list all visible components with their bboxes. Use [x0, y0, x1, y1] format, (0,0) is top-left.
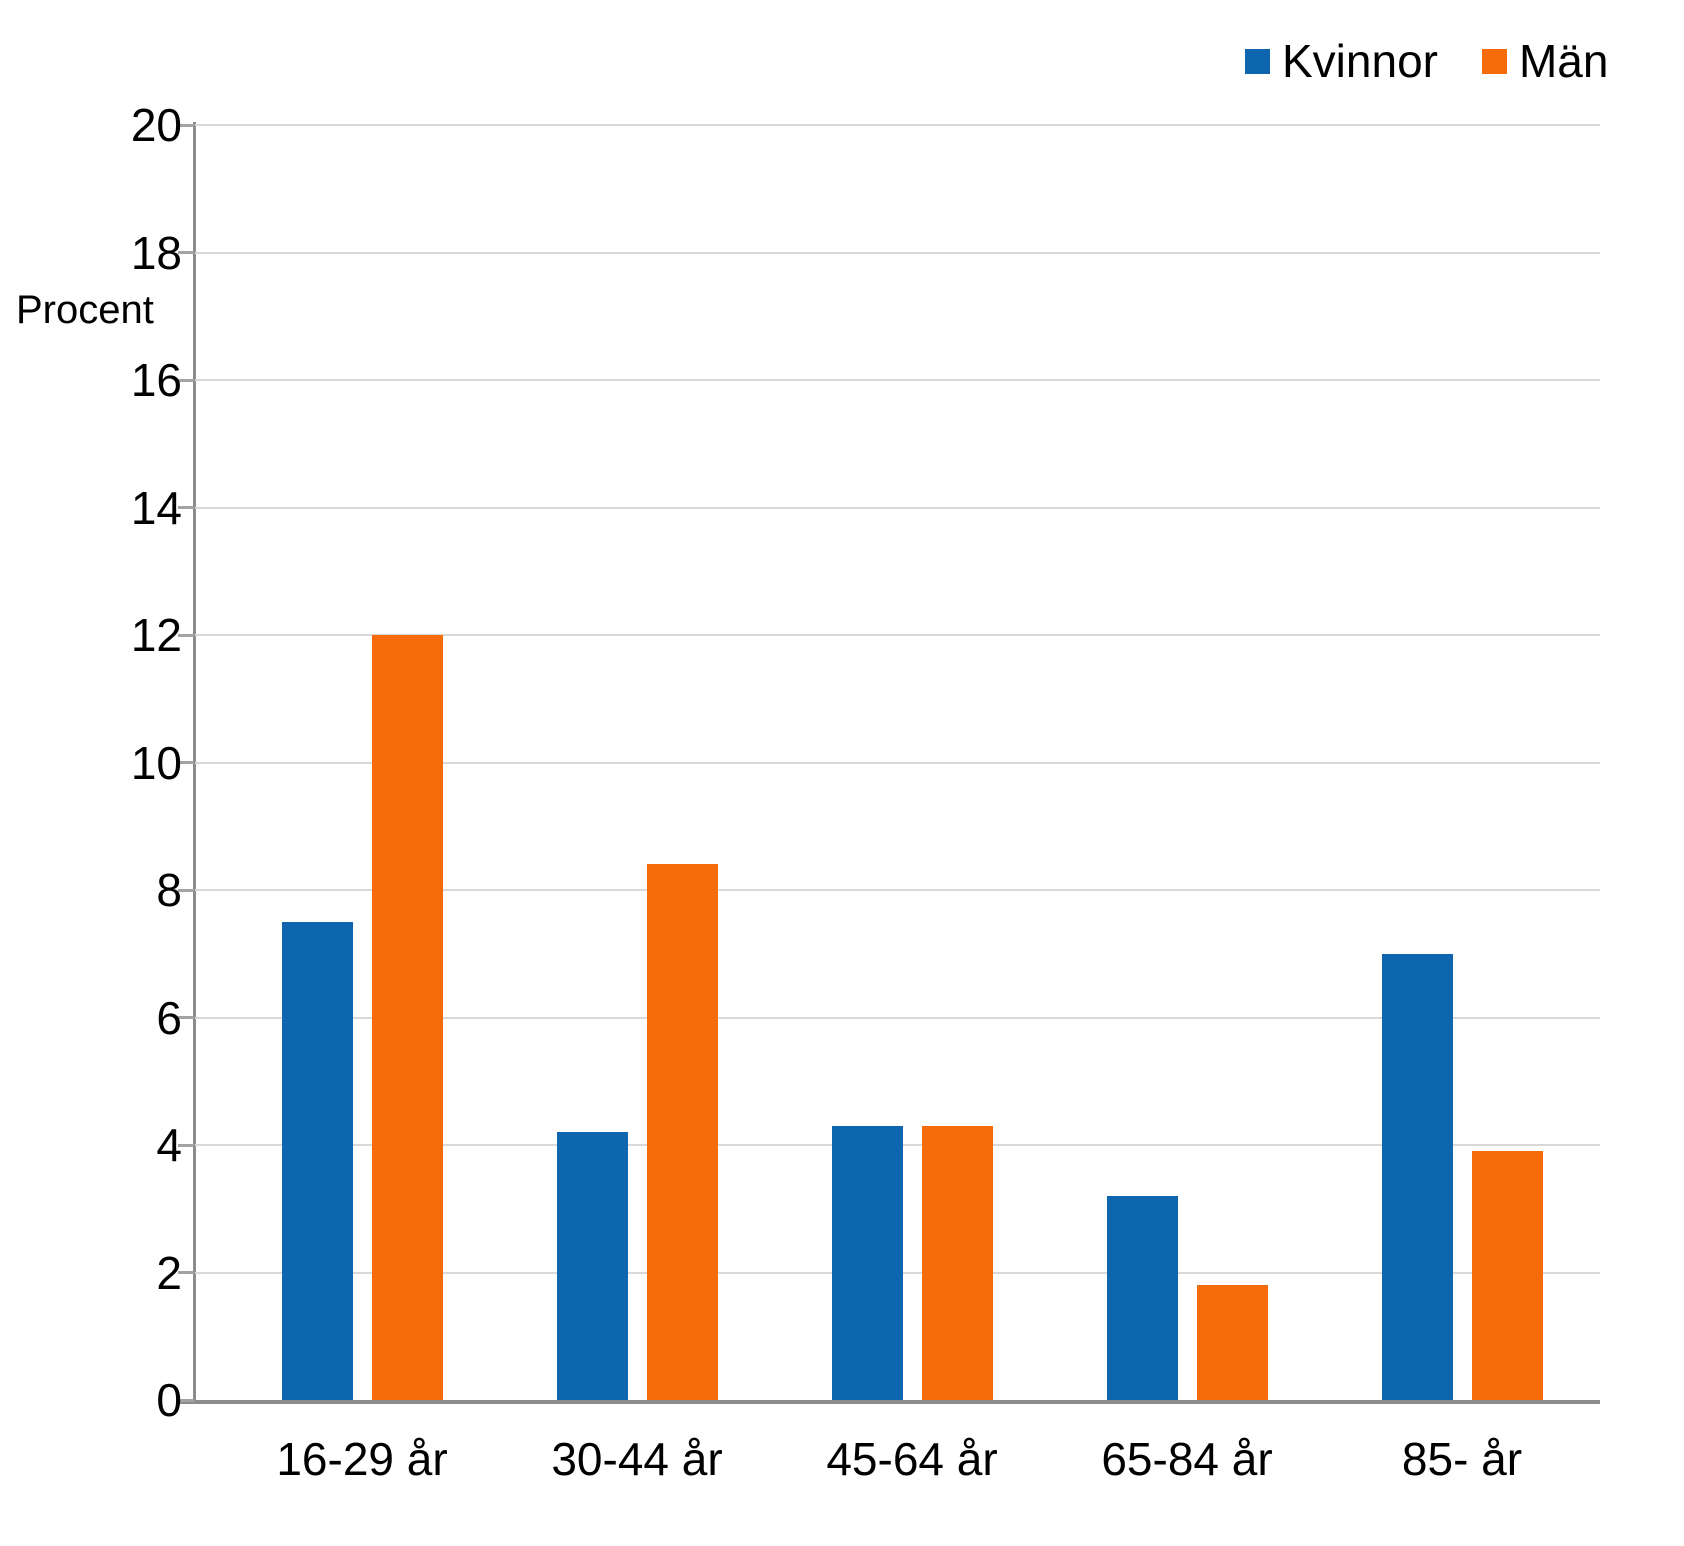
bar-kvinnor-1	[281, 922, 353, 1400]
y-tick-mark-10	[178, 761, 194, 764]
legend: Kvinnor Män	[1245, 38, 1608, 84]
y-tick-label-20: 20	[130, 99, 182, 151]
bar-kvinnor-3	[831, 1126, 903, 1400]
y-tick-mark-18	[178, 251, 194, 254]
y-tick-label-4: 4	[156, 1119, 182, 1171]
y-tick-label-16: 16	[130, 354, 182, 406]
y-tick-mark-20	[178, 123, 194, 127]
gridline-20	[195, 124, 1600, 126]
legend-label: Män	[1518, 35, 1609, 87]
legend-label: Kvinnor	[1282, 35, 1438, 87]
bar-kvinnor-5	[1381, 954, 1453, 1400]
legend-item-kvinnor: Kvinnor	[1245, 38, 1438, 84]
bar-mn-2	[646, 864, 718, 1400]
y-tick-mark-14	[178, 506, 194, 509]
y-axis-line	[193, 122, 196, 1403]
y-tick-mark-6	[178, 1016, 194, 1019]
x-tick-label-5: 85- år	[1401, 1433, 1523, 1485]
y-tick-mark-0	[178, 1398, 194, 1402]
y-tick-label-18: 18	[130, 226, 182, 279]
y-tick-label-2: 2	[156, 1246, 182, 1299]
bar-mn-5	[1471, 1151, 1543, 1400]
y-tick-label-0: 0	[156, 1374, 182, 1426]
y-tick-label-10: 10	[130, 736, 182, 789]
y-tick-label-8: 8	[156, 864, 182, 916]
bar-mn-1	[371, 635, 443, 1400]
bar-mn-4	[1196, 1285, 1268, 1400]
y-tick-label-6: 6	[156, 991, 182, 1044]
bar-kvinnor-4	[1106, 1196, 1178, 1400]
bar-mn-3	[921, 1126, 993, 1400]
x-tick-label-3: 45-64 år	[826, 1433, 998, 1485]
y-tick-mark-4	[178, 1143, 194, 1147]
y-tick-mark-12	[178, 633, 194, 637]
x-axis-line	[178, 1400, 1600, 1404]
y-tick-mark-2	[178, 1271, 194, 1274]
bar-kvinnor-2	[556, 1132, 628, 1400]
y-tick-mark-8	[178, 888, 194, 892]
y-tick-label-12: 12	[130, 609, 182, 661]
y-axis-title: Procent	[16, 288, 154, 332]
gridline-18	[195, 251, 1600, 254]
x-tick-label-1: 16-29 år	[276, 1433, 448, 1485]
x-tick-label-2: 30-44 år	[551, 1433, 723, 1485]
plot-area	[195, 124, 1600, 1400]
x-tick-label-4: 65-84 år	[1101, 1433, 1273, 1485]
legend-swatch-icon	[1481, 48, 1507, 74]
y-tick-mark-16	[178, 378, 194, 382]
legend-swatch-icon	[1245, 48, 1270, 74]
gridline-16	[195, 379, 1600, 381]
legend-item-mn: Män	[1481, 35, 1609, 87]
y-tick-label-14: 14	[130, 481, 182, 534]
gridline-10	[195, 761, 1600, 764]
gridline-8	[195, 889, 1600, 891]
gridline-12	[195, 634, 1600, 636]
gridline-14	[195, 506, 1600, 509]
gridline-6	[195, 1016, 1600, 1019]
